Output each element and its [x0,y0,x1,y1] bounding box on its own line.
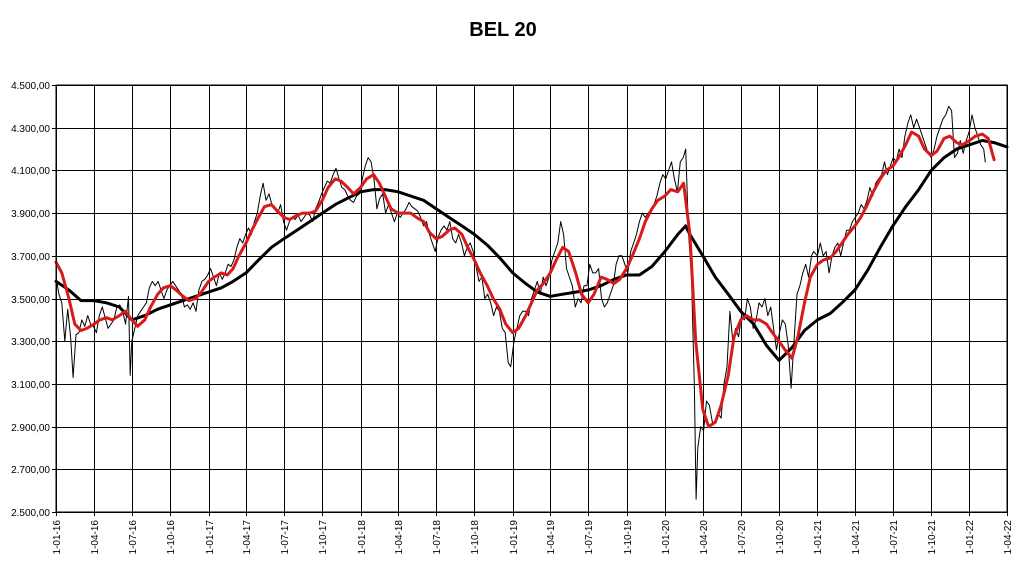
x-tick-label: 1-04-19 [546,520,557,555]
x-tick-label: 1-10-16 [166,520,177,555]
x-tick-label: 1-04-16 [90,520,101,555]
chart-title: BEL 20 [469,19,536,41]
x-tick-label: 1-01-21 [813,520,824,555]
y-tick-label: 2.900,00 [11,423,50,434]
x-tick-label: 1-04-18 [394,520,405,555]
x-tick-label: 1-10-18 [470,520,481,555]
x-tick-label: 1-01-19 [509,520,520,555]
x-tick-label: 1-01-17 [205,520,216,555]
x-tick-label: 1-04-22 [1003,520,1014,555]
x-tick-label: 1-04-17 [242,520,253,555]
x-tick-label: 1-10-17 [318,520,329,555]
y-tick-label: 3.300,00 [11,337,50,348]
x-axis-tick-labels: 1-01-16 1-04-16 1-07-16 1-10-16 1-01-17 1-04-… [52,520,1014,555]
y-tick-label: 4.300,00 [11,124,50,135]
x-tick-label: 1-01-18 [357,520,368,555]
y-tick-label: 2.500,00 [11,508,50,519]
x-tick-label: 1-10-21 [927,520,938,555]
y-tick-label: 4.500,00 [11,81,50,92]
x-tick-label: 1-07-16 [128,520,139,555]
x-tick-label: 1-10-20 [775,520,786,555]
series-line-3 [54,130,996,429]
series-line-1 [55,105,986,500]
x-tick-label: 1-07-18 [432,520,443,555]
chart-grid [52,85,1008,516]
x-tick-label: 1-01-16 [52,520,63,555]
y-tick-label: 3.700,00 [11,252,50,263]
x-tick-label: 1-07-17 [280,520,291,555]
y-tick-label: 3.100,00 [11,380,50,391]
chart-series [54,105,1009,500]
x-tick-label: 1-10-19 [623,520,634,555]
x-tick-label: 1-01-20 [661,520,672,555]
x-tick-label: 1-07-21 [889,520,900,555]
x-tick-label: 1-04-21 [851,520,862,555]
y-tick-label: 3.500,00 [11,295,50,306]
x-tick-label: 1-07-19 [584,520,595,555]
x-tick-label: 1-01-22 [965,520,976,555]
y-axis-tick-labels: 2.500,00 2.700,00 2.900,00 3.100,00 3.300,00… [11,81,50,519]
x-tick-label: 1-07-20 [737,520,748,555]
y-tick-label: 4.100,00 [11,166,50,177]
series-line-2 [54,139,1009,362]
y-tick-label: 3.900,00 [11,209,50,220]
plot-frame [55,84,1008,513]
y-tick-label: 2.700,00 [11,465,50,476]
x-tick-label: 1-04-20 [699,520,710,555]
